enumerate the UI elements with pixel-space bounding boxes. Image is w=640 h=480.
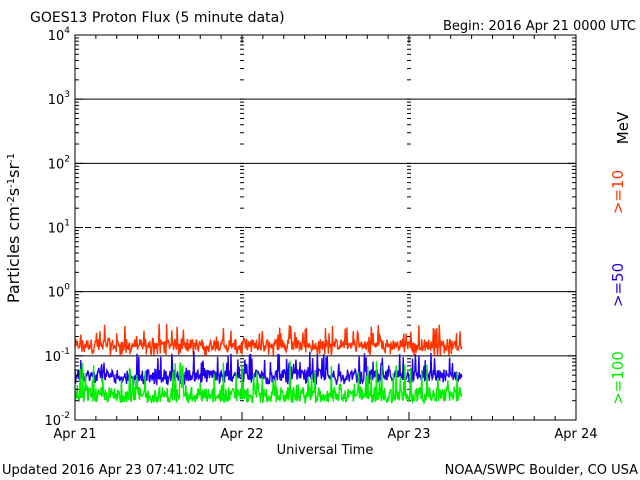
y-axis-title: Particles cm-2s-1sr-1 — [4, 153, 23, 303]
y-tick-label: 102 — [48, 154, 70, 172]
chart-title: GOES13 Proton Flux (5 minute data) — [30, 10, 285, 26]
y-tick-label: 104 — [48, 26, 71, 44]
grid-layer — [75, 37, 576, 421]
x-tick-label: Apr 23 — [387, 427, 430, 442]
series-line — [74, 351, 463, 386]
x-tick-label: Apr 22 — [220, 427, 263, 442]
legend-entry: >=100 — [609, 351, 627, 405]
x-tick-label: Apr 21 — [53, 427, 96, 442]
legend-entry: >=50 — [609, 263, 627, 307]
credit-text: NOAA/SWPC Boulder, CO USA — [445, 463, 638, 478]
y-tick-label: 103 — [48, 90, 70, 108]
legend: >=10 >=50 >=100 — [609, 170, 627, 405]
series-line — [74, 323, 463, 356]
x-tick-label: Apr 24 — [554, 427, 597, 442]
x-axis-title: Universal Time — [277, 443, 374, 458]
y-tick-label: 101 — [48, 219, 70, 237]
series-layer — [74, 323, 463, 405]
begin-time-label: Begin: 2016 Apr 21 0000 UTC — [443, 19, 636, 34]
legend-entry: >=10 — [609, 170, 627, 214]
series-line — [74, 361, 463, 405]
updated-timestamp: Updated 2016 Apr 23 07:41:02 UTC — [2, 463, 234, 478]
units-label: MeV — [614, 111, 632, 144]
y-tick-label: 100 — [48, 283, 71, 301]
y-tick-label: 10-1 — [44, 347, 70, 365]
y-tick-label: 10-2 — [44, 411, 70, 429]
